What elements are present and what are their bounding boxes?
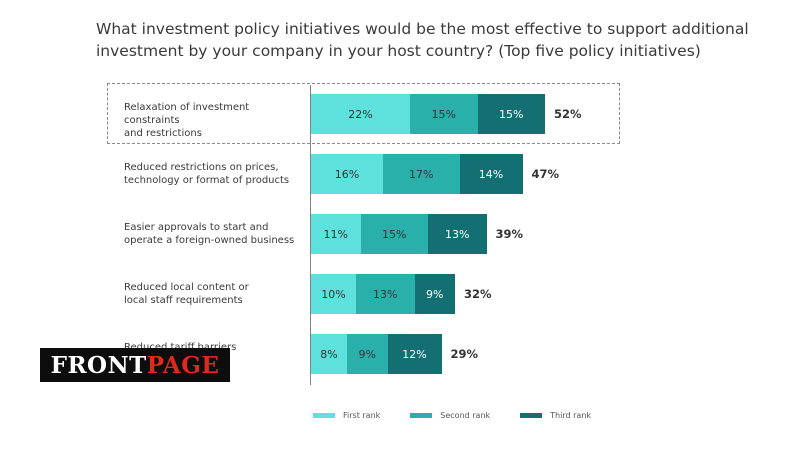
bar-segment-value-label: 12%	[402, 347, 427, 361]
category-label-line: and restrictions	[124, 128, 202, 139]
category-label-line: Relaxation of investment constraints	[124, 102, 250, 126]
legend-swatch-third-rank	[520, 413, 543, 418]
legend-item-first-rank: First rank	[313, 411, 380, 420]
legend-label-second-rank: Second rank	[440, 411, 491, 420]
category-axis-line	[310, 85, 311, 385]
bar-total-label: 29%	[450, 347, 479, 361]
bar-segment-value-label: 16%	[334, 167, 360, 181]
bar-total-label: 47%	[531, 167, 560, 181]
logo-text-front: FRONT	[50, 351, 147, 379]
bar-segment-value-label: 11%	[323, 227, 348, 241]
bar-segment-value-label: 17%	[409, 167, 434, 181]
category-label: Reduced local content or local staff requ…	[124, 281, 304, 307]
legend-label-first-rank: First rank	[343, 411, 381, 420]
chart-title: What investment policy initiatives would…	[96, 20, 749, 60]
bar-segment-first-rank: 11%	[311, 214, 361, 254]
category-label: Reduced restrictions on prices, technolog…	[124, 161, 304, 187]
bar-segment-value-label: 14%	[478, 167, 504, 181]
bar-total-label: 32%	[464, 287, 492, 301]
category-label-line: Reduced tariff barriers	[124, 341, 304, 354]
bar-segment-second-rank: 15%	[360, 214, 428, 254]
bar-segment-value-label: 22%	[348, 107, 373, 121]
bar-segment-value-label: 9%	[358, 347, 376, 361]
logo-text-page: PAGE	[146, 351, 220, 379]
bar-segment-value-label: 10%	[321, 287, 346, 301]
bar-segment-value-label: 15%	[431, 107, 456, 121]
legend-item-third-rank: Third rank	[520, 411, 591, 420]
legend-swatch-second-rank	[410, 413, 433, 418]
category-label: Reduced tariff barriers	[124, 341, 304, 354]
bar-segment-second-rank: 9%	[347, 334, 388, 374]
category-label-line: Easier approvals to start and	[124, 222, 269, 233]
bar-segment-third-rank: 12%	[387, 334, 442, 374]
bar-segment-value-label: 13%	[445, 227, 470, 241]
bar-segment-third-rank: 14%	[459, 154, 523, 194]
bar-segment-third-rank: 13%	[428, 214, 487, 254]
bar-segment-second-rank: 17%	[383, 154, 460, 194]
legend-swatch-first-rank	[313, 413, 335, 418]
bar-segment-third-rank: 15%	[477, 94, 545, 134]
bar-segment-value-label: 8%	[320, 347, 338, 361]
category-label-line: local staff requirements	[124, 295, 243, 306]
bar-segment-value-label: 13%	[373, 287, 398, 301]
legend-label-third-rank: Third rank	[550, 411, 592, 420]
category-label-line: Reduced local content or	[124, 282, 249, 293]
category-label-line: Reduced restrictions on prices,	[124, 162, 279, 173]
frontpage-logo: FRONT PAGE	[40, 348, 230, 382]
bar-segment-first-rank: 22%	[311, 94, 410, 134]
bar-segment-first-rank: 16%	[311, 154, 383, 194]
category-label-line: technology or format of products	[124, 175, 290, 186]
bar-total-label: 52%	[554, 107, 582, 121]
bar-segment-value-label: 9%	[426, 287, 444, 301]
bar-segment-first-rank: 10%	[311, 274, 356, 314]
bar-segment-second-rank: 13%	[356, 274, 415, 314]
bar-segment-value-label: 15%	[382, 227, 407, 241]
highlight-box	[107, 83, 620, 144]
bar-segment-value-label: 15%	[499, 107, 524, 121]
bar-segment-first-rank: 8%	[311, 334, 347, 374]
legend: First rank Second rank Third rank	[313, 411, 591, 420]
bar-segment-third-rank: 9%	[414, 274, 455, 314]
bar-segment-second-rank: 15%	[410, 94, 478, 134]
bar-total-label: 39%	[495, 227, 524, 241]
category-label: Easier approvals to start and operate a f…	[124, 221, 304, 247]
category-label: Relaxation of investment constraints and …	[124, 101, 304, 140]
category-label-line: operate a foreign-owned business	[124, 235, 295, 246]
legend-item-second-rank: Second rank	[410, 411, 490, 420]
